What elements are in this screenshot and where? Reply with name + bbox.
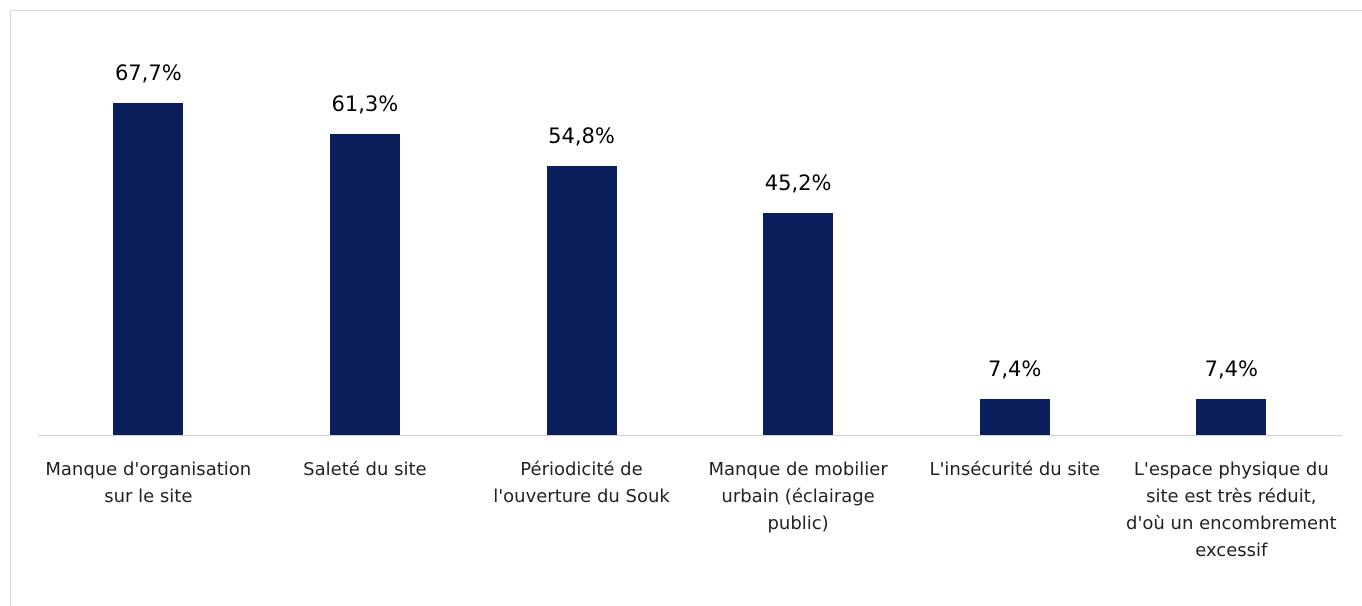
- bar: [546, 166, 617, 435]
- value-label: 61,3%: [331, 92, 399, 117]
- x-tick-label: Manque de mobilier urbain (éclairage pub…: [708, 459, 888, 534]
- chart-frame: [10, 10, 1362, 606]
- x-tick-label: Périodicité de l'ouverture du Souk: [493, 459, 670, 507]
- x-tick-label: Manque d'organisation sur le site: [45, 459, 252, 507]
- bar: [329, 134, 400, 435]
- bar: [763, 213, 834, 435]
- x-tick-label: Saleté du site: [303, 459, 427, 480]
- x-tick-label: L'insécurité du site: [929, 459, 1100, 480]
- value-label: 67,7%: [114, 61, 182, 85]
- x-tick-label: L'espace physique du site est très rédui…: [1126, 459, 1337, 561]
- value-label: 7,4%: [988, 356, 1042, 381]
- value-label: 45,2%: [764, 171, 832, 196]
- bar: [113, 103, 184, 435]
- value-label: 7,4%: [1204, 356, 1258, 381]
- value-label: 54,8%: [548, 124, 615, 149]
- bar: [979, 398, 1050, 435]
- baseline: [38, 435, 1342, 436]
- bar: [1196, 398, 1267, 435]
